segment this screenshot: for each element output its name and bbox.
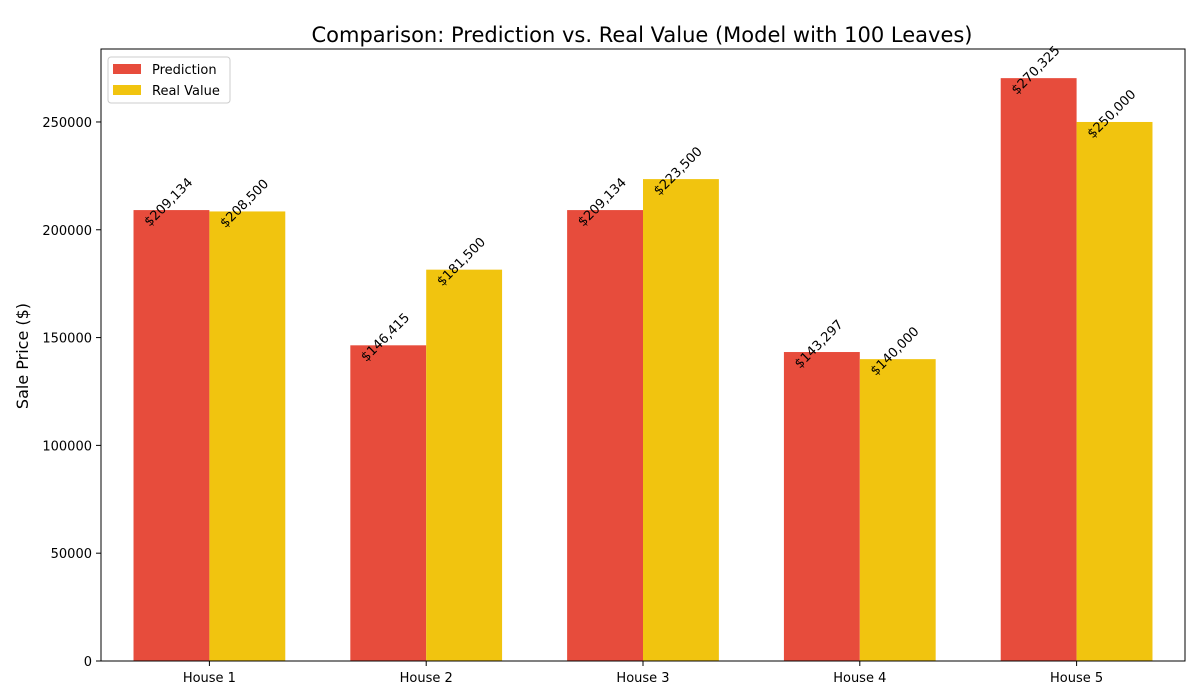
chart-title: Comparison: Prediction vs. Real Value (M… bbox=[312, 23, 973, 47]
x-tick-label: House 3 bbox=[616, 671, 669, 686]
x-tick-label: House 4 bbox=[833, 671, 886, 686]
legend-label: Prediction bbox=[152, 63, 217, 78]
plot-area: $209,134$146,415$209,134$143,297$270,325… bbox=[42, 43, 1186, 686]
bar-real-value bbox=[209, 211, 286, 661]
bar-prediction bbox=[133, 210, 210, 661]
legend-label: Real Value bbox=[152, 84, 220, 99]
bar-prediction bbox=[350, 345, 427, 661]
y-tick-label: 0 bbox=[84, 655, 92, 670]
x-tick-label: House 5 bbox=[1050, 671, 1103, 686]
bar-real-value bbox=[1076, 121, 1153, 662]
y-axis-label: Sale Price ($) bbox=[13, 303, 32, 409]
y-tick-label: 200000 bbox=[42, 224, 92, 239]
bar-real-value bbox=[426, 269, 503, 661]
y-tick-label: 100000 bbox=[42, 439, 92, 454]
legend-swatch bbox=[113, 64, 141, 74]
y-tick-label: 50000 bbox=[51, 547, 92, 562]
bar-prediction bbox=[783, 352, 860, 661]
x-tick-label: House 2 bbox=[400, 671, 453, 686]
bar-prediction bbox=[1000, 78, 1077, 661]
legend: Prediction Real Value bbox=[107, 56, 231, 104]
x-tick-label: House 1 bbox=[183, 671, 236, 686]
bar-prediction bbox=[567, 210, 643, 661]
y-tick-label: 150000 bbox=[42, 332, 92, 347]
y-tick-label: 250000 bbox=[42, 116, 92, 131]
bar-real-value bbox=[859, 359, 936, 661]
bar-real-value bbox=[643, 179, 719, 661]
legend-swatch bbox=[113, 85, 141, 95]
